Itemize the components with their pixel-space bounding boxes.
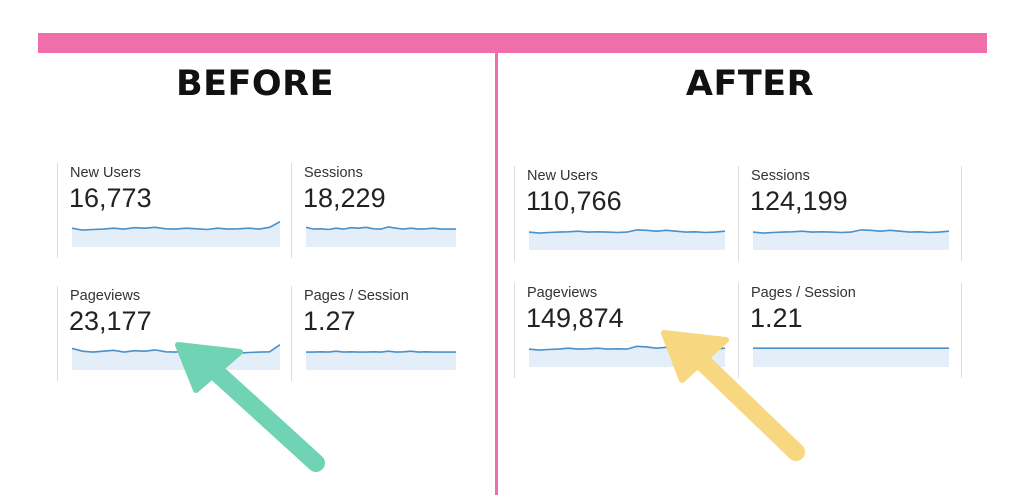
after-card-sessions[interactable]: Sessions 124,199	[738, 166, 962, 261]
metric-value: 16,773	[69, 183, 152, 213]
sparkline-area	[529, 229, 725, 250]
before-heading: BEFORE	[175, 64, 335, 104]
metric-value: 23,177	[69, 306, 152, 336]
metric-value: 110,766	[526, 186, 622, 216]
sparkline-line	[306, 226, 456, 231]
before-card-new-users[interactable]: New Users 16,773	[57, 163, 291, 258]
before-card-pages-per-session[interactable]: Pages / Session 1.27	[291, 286, 469, 381]
after-card-new-users[interactable]: New Users 110,766	[514, 166, 738, 261]
metric-value: 1.27	[303, 306, 356, 336]
after-card-pageviews[interactable]: Pageviews 149,874	[514, 283, 738, 378]
metric-label: New Users	[70, 165, 141, 181]
before-card-sessions[interactable]: Sessions 18,229	[291, 163, 469, 258]
sparkline	[753, 229, 949, 250]
sparkline	[306, 350, 456, 370]
metric-label: Pageviews	[70, 288, 141, 304]
after-card-pages-per-session[interactable]: Pages / Session 1.21	[738, 283, 962, 378]
sparkline	[753, 347, 949, 367]
sparkline	[72, 220, 280, 247]
metric-value: 149,874	[526, 303, 624, 333]
sparkline-area	[72, 221, 280, 247]
sparkline-area	[306, 351, 456, 370]
top-accent-bar	[38, 33, 987, 53]
metric-label: Sessions	[304, 165, 363, 181]
metric-value: 18,229	[303, 183, 386, 213]
sparkline-line	[753, 229, 949, 234]
sparkline-line	[529, 345, 725, 351]
sparkline-line	[529, 229, 725, 234]
metric-label: New Users	[527, 168, 598, 184]
center-divider	[495, 53, 498, 495]
metric-label: Sessions	[751, 168, 810, 184]
sparkline-area	[753, 348, 949, 367]
sparkline	[529, 229, 725, 250]
metric-value: 1.21	[750, 303, 803, 333]
sparkline	[529, 345, 725, 367]
sparkline	[72, 344, 280, 370]
sparkline-line	[306, 350, 456, 353]
after-heading: AFTER	[685, 64, 815, 104]
before-card-pageviews[interactable]: Pageviews 23,177	[57, 286, 291, 381]
metric-label: Pages / Session	[751, 285, 856, 301]
metric-label: Pages / Session	[304, 288, 409, 304]
sparkline	[306, 226, 456, 247]
sparkline-area	[72, 344, 280, 370]
sparkline-area	[753, 229, 949, 250]
sparkline-area	[306, 226, 456, 247]
sparkline-line	[72, 220, 280, 231]
metric-value: 124,199	[750, 186, 848, 216]
sparkline-line	[72, 344, 280, 354]
metric-label: Pageviews	[527, 285, 598, 301]
